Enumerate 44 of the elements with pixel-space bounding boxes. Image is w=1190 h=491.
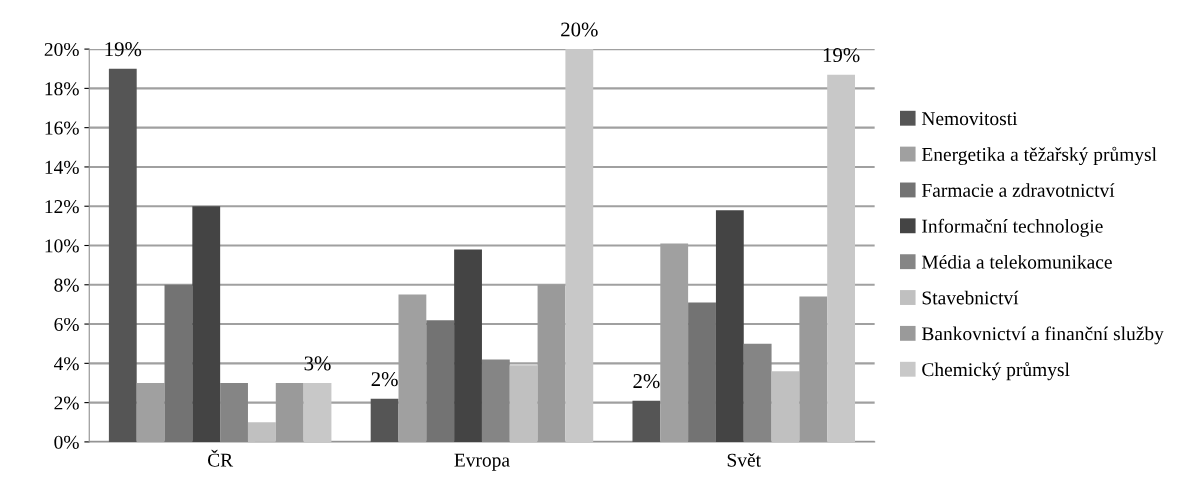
- y-tick-label: 14%: [45, 160, 79, 174]
- legend-label: Energetika a těžařský průmysl: [921, 146, 1157, 166]
- bar: [454, 249, 482, 442]
- legend-label: Chemický průmysl: [922, 361, 1070, 381]
- data-label: 3%: [304, 356, 331, 371]
- y-tick-label: 20%: [44, 42, 79, 57]
- y-tick-label: 2%: [54, 396, 79, 410]
- bar: [565, 49, 594, 442]
- bar: [632, 400, 661, 442]
- legend-label: Farmacie a zdravotnictví: [921, 183, 1115, 197]
- x-tick-label: ČR: [207, 449, 234, 467]
- bar: [164, 284, 193, 442]
- y-tick-label: 4%: [53, 357, 79, 371]
- bar: [303, 382, 332, 442]
- y-tick-label: 0%: [54, 435, 79, 449]
- bar: [715, 210, 744, 442]
- legend-label: Nemovitosti: [921, 112, 1018, 126]
- bar: [247, 422, 276, 442]
- y-tick-label: 18%: [45, 82, 79, 96]
- legend-label: Stavebnictví: [922, 290, 1019, 305]
- legend-label: Informační technologie: [922, 218, 1103, 237]
- data-label: 2%: [633, 374, 660, 389]
- bar: [426, 320, 455, 442]
- bar: [509, 365, 538, 442]
- bar: [688, 302, 716, 442]
- bar: [370, 398, 399, 442]
- data-label: 20%: [561, 22, 598, 37]
- y-tick-label: 10%: [45, 239, 79, 253]
- y-tick-label: 12%: [45, 200, 79, 214]
- x-tick-label: Svět: [727, 452, 761, 467]
- y-tick-label: 8%: [54, 278, 79, 292]
- y-tick-label: 16%: [45, 121, 79, 135]
- bar: [108, 68, 137, 442]
- bar: [192, 206, 221, 442]
- x-tick-label: Evropa: [454, 453, 510, 471]
- data-label: 2%: [371, 372, 398, 387]
- bar: [136, 382, 165, 442]
- legend-label: Bankovnictví a finanční služby: [921, 326, 1164, 345]
- legend-label: Média a telekomunikace: [921, 254, 1112, 269]
- bar: [771, 371, 800, 442]
- bar: [827, 74, 856, 442]
- data-label: 19%: [105, 42, 142, 57]
- y-tick-label: 6%: [54, 317, 79, 332]
- data-label: 19%: [823, 48, 860, 63]
